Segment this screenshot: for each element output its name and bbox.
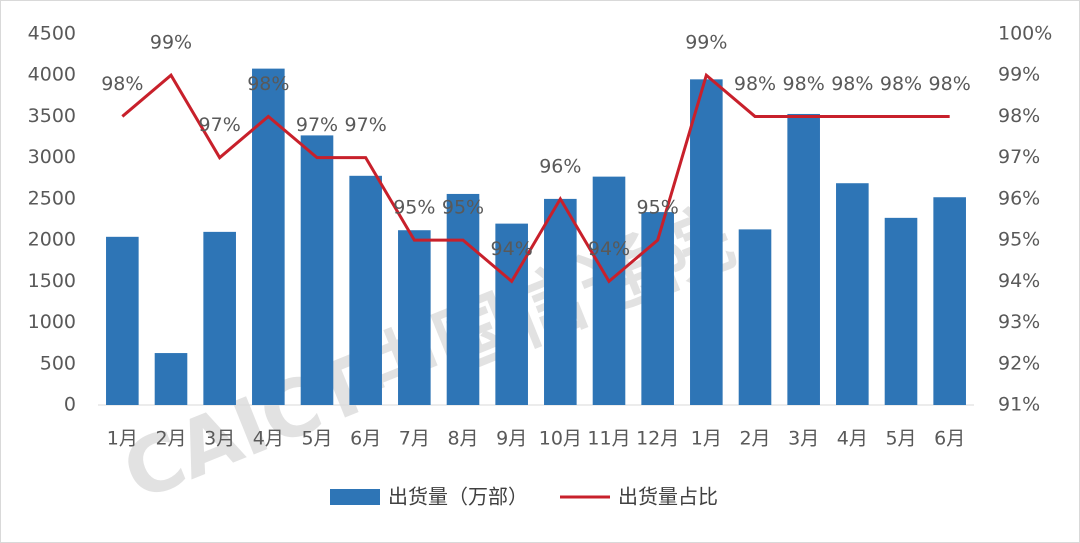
bar [203, 231, 236, 405]
data-label: 97% [345, 114, 387, 136]
data-label: 95% [442, 197, 484, 219]
x-tick-label: 3月 [788, 428, 819, 450]
y2-tick-label: 91% [998, 394, 1040, 416]
x-tick-label: 6月 [934, 428, 965, 450]
bar [933, 197, 966, 405]
bar [544, 198, 577, 405]
data-label: 98% [247, 73, 289, 95]
data-label: 98% [880, 73, 922, 95]
bar [641, 212, 674, 405]
x-tick-label: 1月 [691, 428, 722, 450]
data-label: 94% [588, 238, 630, 260]
x-tick-label: 2月 [739, 428, 770, 450]
x-tick-label: 6月 [350, 428, 381, 450]
x-tick-label: 4月 [253, 428, 284, 450]
bar [106, 236, 139, 405]
x-tick-label: 12月 [636, 428, 679, 450]
bar [398, 230, 431, 405]
bar [690, 79, 723, 405]
data-label: 97% [296, 114, 338, 136]
x-tick-label: 3月 [204, 428, 235, 450]
data-label: 98% [831, 73, 873, 95]
y-tick-label: 0 [64, 394, 76, 416]
data-label: 98% [734, 73, 776, 95]
y2-tick-label: 99% [998, 64, 1040, 86]
y2-tick-label: 97% [998, 146, 1040, 168]
y-tick-label: 4000 [28, 64, 76, 86]
legend-label: 出货量占比 [618, 485, 718, 509]
y-tick-label: 4500 [28, 23, 76, 45]
y2-tick-label: 100% [998, 23, 1052, 45]
data-label: 97% [199, 114, 241, 136]
x-tick-label: 8月 [447, 428, 478, 450]
y2-tick-label: 92% [998, 352, 1040, 374]
x-tick-label: 2月 [155, 428, 186, 450]
bar [738, 229, 772, 405]
y-tick-label: 1000 [28, 311, 76, 333]
bar [154, 353, 188, 405]
y-tick-label: 3000 [28, 146, 76, 168]
legend-label: 出货量（万部） [388, 485, 528, 509]
bar [446, 193, 480, 405]
bar [836, 183, 869, 405]
y-tick-label: 2500 [28, 187, 76, 209]
y2-tick-label: 96% [998, 187, 1040, 209]
y-tick-label: 1500 [28, 270, 76, 292]
bar [884, 217, 918, 405]
x-tick-label: 9月 [496, 428, 527, 450]
bar [349, 175, 382, 405]
line [121, 72, 950, 284]
x-tick-label: 4月 [837, 428, 868, 450]
bar [592, 176, 626, 405]
bar [495, 223, 528, 405]
y2-tick-label: 98% [998, 105, 1040, 127]
data-label: 96% [539, 155, 581, 177]
x-tick-label: 11月 [587, 428, 630, 450]
data-label: 94% [491, 238, 533, 260]
bar [252, 68, 285, 406]
y2-tick-label: 93% [998, 311, 1040, 333]
data-label: 99% [685, 32, 727, 54]
legend-swatch [330, 489, 380, 505]
y2-tick-label: 95% [998, 229, 1040, 251]
y-tick-label: 3500 [28, 105, 76, 127]
x-tick-label: 10月 [539, 428, 582, 450]
data-label: 95% [637, 197, 679, 219]
x-tick-label: 7月 [399, 428, 430, 450]
data-label: 98% [929, 73, 971, 95]
data-label: 95% [393, 197, 435, 219]
x-tick-label: 1月 [107, 428, 138, 450]
bar [300, 135, 334, 405]
data-label: 98% [783, 73, 825, 95]
data-label: 98% [101, 73, 143, 95]
x-tick-label: 5月 [885, 428, 916, 450]
data-label: 99% [150, 32, 192, 54]
x-tick-label: 5月 [301, 428, 332, 450]
y2-tick-label: 94% [998, 270, 1040, 292]
bar [787, 113, 820, 406]
y-tick-label: 500 [40, 352, 76, 374]
y-tick-label: 2000 [28, 229, 76, 251]
